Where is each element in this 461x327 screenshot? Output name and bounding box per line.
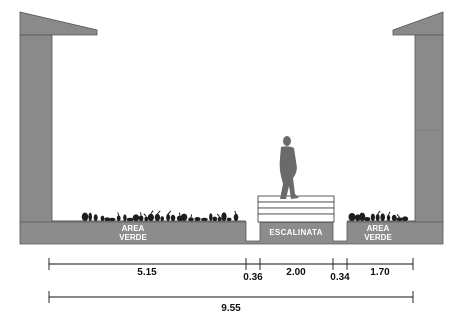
shrub: [104, 217, 111, 221]
left-wall: [19, 34, 53, 226]
shrub: [209, 213, 213, 222]
shrub: [221, 212, 227, 222]
shrub: [160, 216, 164, 222]
shrub: [386, 214, 391, 221]
dim-label-overall: 9.55: [221, 303, 241, 314]
shrub-leaf: [143, 213, 147, 218]
shrub: [348, 213, 356, 221]
shrub: [217, 217, 222, 221]
shrub: [396, 217, 403, 221]
shrub: [402, 216, 409, 221]
dim-label-1-70: 1.70: [370, 267, 390, 278]
shrub-leaf: [396, 213, 400, 218]
area-verde-left-line2: VERDE: [119, 233, 147, 242]
shrub: [180, 213, 188, 221]
shrub: [188, 217, 194, 221]
dim-label-2-00: 2.00: [286, 267, 306, 278]
shrub: [233, 213, 239, 221]
shrub-leaf: [190, 214, 193, 218]
shrub: [108, 217, 116, 221]
stairs-block: [257, 195, 335, 223]
shrub-leaf: [157, 210, 161, 215]
shrub: [380, 213, 386, 221]
shrub: [212, 216, 218, 221]
shrub-leaf: [117, 212, 120, 216]
shrub: [166, 213, 171, 221]
left-building: [19, 11, 98, 226]
shrub-leaf: [216, 213, 221, 218]
shrub: [132, 214, 140, 221]
shrub-leaf: [234, 210, 237, 214]
person-silhouette: [279, 136, 299, 199]
shrub: [364, 217, 371, 221]
shrub: [391, 214, 397, 221]
left-eave: [19, 11, 98, 36]
shrub-leaf: [388, 211, 391, 216]
dim-label-0-36: 0.36: [243, 272, 263, 283]
shrub-leaf: [178, 212, 181, 216]
area-verde-right-line1: AREA: [367, 224, 390, 233]
shrub: [88, 212, 92, 221]
ground-section: [19, 221, 444, 245]
right-building: [392, 11, 444, 226]
area-verde-left-line1: AREA: [122, 224, 145, 233]
stairs-step-2: [257, 201, 335, 209]
shrub: [154, 213, 161, 221]
shrub-leaf: [377, 210, 381, 215]
shrub: [100, 215, 105, 221]
shrub: [147, 213, 154, 221]
person-body: [279, 146, 299, 199]
shrub: [170, 214, 176, 221]
shrub: [226, 217, 232, 221]
shrub-leaf: [140, 212, 142, 216]
shrub: [370, 213, 375, 221]
area-verde-right-line2: VERDE: [364, 233, 392, 242]
shrub: [375, 214, 380, 221]
shrub: [194, 217, 201, 221]
vegetation-right: [348, 210, 409, 221]
shrub: [354, 214, 361, 221]
dimension-row-overall: [48, 291, 414, 303]
right-eave: [392, 11, 444, 36]
stairs-step-3: [257, 207, 335, 215]
shrub: [201, 217, 208, 221]
shrub: [359, 212, 366, 221]
dimension-row-parts: [48, 258, 414, 270]
shrub: [144, 216, 149, 221]
dim-label-0-34: 0.34: [330, 272, 350, 283]
shrub-leaf: [150, 210, 154, 215]
vegetation-left: [81, 210, 239, 222]
shrub: [93, 214, 98, 222]
dim-label-5-15: 5.15: [137, 267, 157, 278]
person-head: [283, 136, 291, 146]
stairs-step-4: [257, 213, 335, 223]
shrub: [81, 212, 89, 221]
shrub-leaf: [167, 210, 172, 215]
shrub: [123, 214, 127, 221]
shrub: [138, 215, 144, 221]
shrub: [116, 215, 121, 221]
escalinata-label: ESCALINATA: [269, 228, 322, 237]
shrub: [126, 217, 134, 221]
